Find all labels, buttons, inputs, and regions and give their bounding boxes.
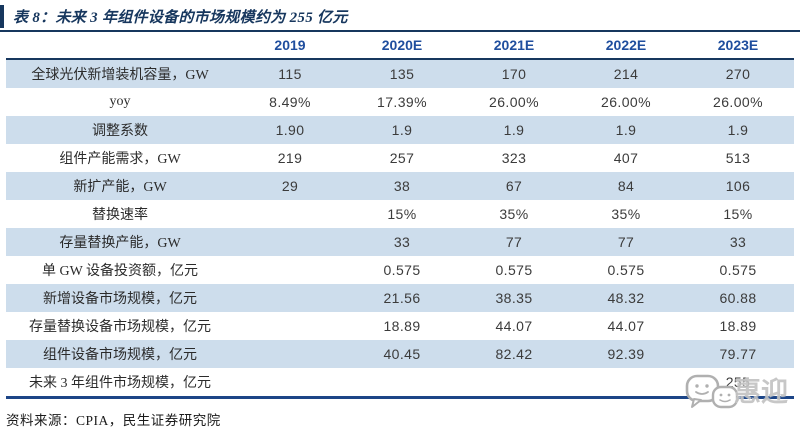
table-cell: 40.45 (383, 346, 421, 362)
table-cell: 1.9 (727, 122, 749, 138)
table-bottom-divider (6, 396, 794, 399)
row-label: 组件设备市场规模，亿元 (43, 348, 197, 363)
table-cell: 38 (393, 178, 411, 194)
table-cell: 18.89 (383, 318, 421, 334)
column-header-2020e: 2020E (381, 37, 423, 53)
column-header-2023e: 2023E (717, 37, 759, 53)
row-label: yoy (109, 94, 131, 109)
table-row: yoy 8.49% 17.39% 26.00% 26.00% 26.00% (6, 88, 794, 116)
table-row: 全球光伏新增装机容量，GW 115 135 170 214 270 (6, 60, 794, 88)
table-cell: 0.575 (495, 262, 533, 278)
row-label: 组件产能需求，GW (59, 152, 181, 167)
table-row: 存量替换设备市场规模，亿元 18.89 44.07 44.07 18.89 (6, 312, 794, 340)
table-cell: 323 (501, 150, 527, 166)
column-header-2019: 2019 (274, 37, 306, 53)
table-cell: 26.00% (601, 94, 651, 110)
column-header-2021e: 2021E (493, 37, 535, 53)
table-row: 未来 3 年组件市场规模，亿元 255 (6, 368, 794, 396)
table-cell: 35% (499, 206, 529, 222)
table-cell: 44.07 (607, 318, 645, 334)
table-cell: 77 (617, 234, 635, 250)
table-cell: 21.56 (383, 290, 421, 306)
table-row: 组件设备市场规模，亿元 40.45 82.42 92.39 79.77 (6, 340, 794, 368)
row-label: 新增设备市场规模，亿元 (43, 292, 197, 307)
title-divider (0, 30, 800, 32)
table-cell: 35% (611, 206, 641, 222)
row-label: 新扩产能，GW (73, 180, 167, 195)
table-row: 替换速率 15% 35% 35% 15% (6, 200, 794, 228)
row-label: 未来 3 年组件市场规模，亿元 (29, 376, 211, 391)
table-cell: 270 (725, 66, 751, 82)
table-cell: 0.575 (719, 262, 757, 278)
table-title: 表 8：未来 3 年组件设备的市场规模约为 255 亿元 (13, 10, 348, 26)
table-title-block: 表 8：未来 3 年组件设备的市场规模约为 255 亿元 (0, 5, 800, 28)
table-cell: 17.39% (377, 94, 427, 110)
table-cell: 214 (613, 66, 639, 82)
table-cell: 1.9 (503, 122, 525, 138)
table-cell: 8.49% (269, 94, 311, 110)
table-row: 单 GW 设备投资额，亿元 0.575 0.575 0.575 0.575 (6, 256, 794, 284)
table-cell: 115 (278, 66, 302, 82)
table-cell: 257 (389, 150, 415, 166)
table-cell: 92.39 (607, 346, 645, 362)
row-label: 存量替换设备市场规模，亿元 (29, 320, 211, 335)
table-row: 调整系数 1.90 1.9 1.9 1.9 1.9 (6, 116, 794, 144)
header-divider (6, 58, 794, 60)
table-cell: 33 (729, 234, 747, 250)
table-cell: 38.35 (495, 290, 533, 306)
report-table-page: 表 8：未来 3 年组件设备的市场规模约为 255 亿元 2019 2020E … (0, 5, 800, 435)
source-note: 资料来源：CPIA，民生证券研究院 (6, 413, 221, 428)
row-label: 调整系数 (92, 124, 148, 139)
table-cell: 44.07 (495, 318, 533, 334)
table-cell: 60.88 (719, 290, 757, 306)
row-label: 替换速率 (92, 208, 148, 223)
table-cell: 67 (505, 178, 523, 194)
row-label: 存量替换产能，GW (59, 236, 181, 251)
table-row: 组件产能需求，GW 219 257 323 407 513 (6, 144, 794, 172)
table-row: 新增设备市场规模，亿元 21.56 38.35 48.32 60.88 (6, 284, 794, 312)
table-cell: 29 (281, 178, 299, 194)
table-cell: 170 (501, 66, 527, 82)
table-cell: 15% (387, 206, 417, 222)
table-cell: 18.89 (719, 318, 757, 334)
table-cell: 84 (617, 178, 635, 194)
table-cell: 79.77 (719, 346, 757, 362)
row-label: 全球光伏新增装机容量，GW (31, 68, 209, 83)
row-label: 单 GW 设备投资额，亿元 (41, 264, 199, 279)
table-cell: 15% (723, 206, 753, 222)
table-body: 全球光伏新增装机容量，GW 115 135 170 214 270 yoy 8.… (6, 60, 794, 396)
table-cell: 255 (725, 374, 751, 390)
table-cell: 106 (725, 178, 751, 194)
table-cell: 0.575 (383, 262, 421, 278)
table-row: 存量替换产能，GW 33 77 77 33 (6, 228, 794, 256)
table-cell: 0.575 (607, 262, 645, 278)
table-cell: 513 (725, 150, 751, 166)
table-cell: 1.9 (391, 122, 413, 138)
table-cell: 219 (277, 150, 303, 166)
table-cell: 407 (613, 150, 639, 166)
table-cell: 48.32 (607, 290, 645, 306)
table-cell: 1.90 (275, 122, 305, 138)
table-row: 新扩产能，GW 29 38 67 84 106 (6, 172, 794, 200)
table-cell: 135 (389, 66, 415, 82)
column-header-2022e: 2022E (605, 37, 647, 53)
table-header-row: 2019 2020E 2021E 2022E 2023E (6, 32, 794, 58)
table-cell: 33 (393, 234, 411, 250)
data-table: 2019 2020E 2021E 2022E 2023E 全球光伏新增装机容量，… (6, 32, 794, 399)
table-cell: 26.00% (713, 94, 763, 110)
table-cell: 26.00% (489, 94, 539, 110)
table-cell: 82.42 (495, 346, 533, 362)
table-cell: 77 (505, 234, 523, 250)
table-cell: 1.9 (615, 122, 637, 138)
